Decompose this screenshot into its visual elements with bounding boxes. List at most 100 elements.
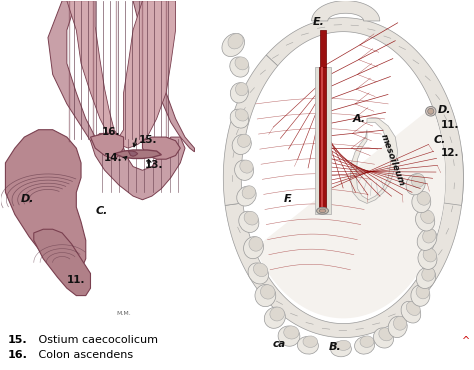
Polygon shape — [143, 137, 180, 159]
Ellipse shape — [360, 336, 374, 347]
Ellipse shape — [416, 210, 435, 231]
Ellipse shape — [417, 229, 437, 250]
Ellipse shape — [270, 307, 284, 321]
Ellipse shape — [426, 107, 436, 116]
Text: ^: ^ — [462, 336, 470, 346]
Polygon shape — [91, 134, 124, 159]
Ellipse shape — [336, 340, 351, 350]
Ellipse shape — [374, 328, 393, 348]
Ellipse shape — [428, 108, 434, 114]
Ellipse shape — [416, 285, 429, 299]
Text: 15.: 15. — [8, 335, 27, 345]
Ellipse shape — [417, 191, 430, 205]
Ellipse shape — [242, 186, 255, 199]
Polygon shape — [133, 1, 194, 152]
Ellipse shape — [379, 328, 393, 341]
Text: B.: B. — [329, 342, 342, 352]
Polygon shape — [34, 229, 91, 296]
Ellipse shape — [255, 285, 276, 307]
Polygon shape — [223, 55, 278, 205]
Text: 16.: 16. — [8, 350, 27, 360]
Text: mesoileum: mesoileum — [379, 132, 406, 187]
Ellipse shape — [244, 211, 258, 225]
Polygon shape — [48, 1, 105, 152]
Polygon shape — [91, 134, 185, 200]
Ellipse shape — [237, 186, 256, 206]
Text: Ostium caecocolicum: Ostium caecocolicum — [35, 335, 158, 345]
Text: 11.: 11. — [441, 120, 460, 130]
Ellipse shape — [264, 307, 285, 328]
Text: F.: F. — [283, 194, 292, 204]
Text: 15.: 15. — [139, 135, 157, 145]
Ellipse shape — [411, 285, 430, 306]
Ellipse shape — [422, 267, 435, 281]
Ellipse shape — [260, 285, 275, 299]
Text: C.: C. — [95, 206, 108, 216]
Polygon shape — [67, 1, 175, 148]
Text: 14.: 14. — [104, 153, 122, 163]
Ellipse shape — [239, 211, 259, 232]
Ellipse shape — [330, 341, 351, 357]
Polygon shape — [218, 1, 474, 351]
Text: E.: E. — [313, 17, 325, 27]
Ellipse shape — [319, 209, 326, 213]
Ellipse shape — [244, 237, 264, 259]
Ellipse shape — [236, 83, 248, 96]
Ellipse shape — [230, 57, 249, 77]
Polygon shape — [266, 18, 464, 205]
Ellipse shape — [254, 263, 268, 276]
Ellipse shape — [232, 134, 251, 155]
Ellipse shape — [237, 134, 251, 147]
Polygon shape — [225, 150, 464, 337]
Ellipse shape — [393, 316, 407, 330]
Text: 12.: 12. — [441, 148, 460, 158]
Ellipse shape — [235, 160, 254, 180]
Ellipse shape — [388, 316, 407, 337]
Ellipse shape — [406, 302, 420, 316]
Ellipse shape — [401, 301, 421, 323]
Text: 11.: 11. — [67, 275, 85, 285]
Ellipse shape — [249, 237, 263, 251]
Ellipse shape — [284, 326, 299, 339]
Polygon shape — [319, 30, 326, 67]
Ellipse shape — [423, 229, 436, 243]
Polygon shape — [128, 151, 138, 156]
Text: D.: D. — [20, 194, 34, 204]
Polygon shape — [320, 67, 322, 211]
Text: C.: C. — [434, 135, 447, 145]
Text: 13.: 13. — [145, 161, 164, 171]
Ellipse shape — [423, 248, 437, 262]
Ellipse shape — [235, 57, 248, 70]
Ellipse shape — [228, 34, 243, 49]
Ellipse shape — [230, 83, 248, 103]
Ellipse shape — [411, 174, 425, 188]
Polygon shape — [319, 67, 326, 211]
Text: Colon ascendens: Colon ascendens — [35, 350, 133, 360]
Ellipse shape — [420, 210, 434, 223]
Polygon shape — [311, 1, 380, 21]
Ellipse shape — [222, 33, 245, 57]
Polygon shape — [114, 150, 161, 158]
Polygon shape — [5, 130, 86, 273]
Text: D.: D. — [438, 105, 451, 115]
Text: A.: A. — [353, 114, 366, 124]
Ellipse shape — [240, 160, 253, 173]
Ellipse shape — [235, 109, 248, 121]
Text: 16.: 16. — [102, 127, 121, 137]
Polygon shape — [315, 67, 330, 215]
Ellipse shape — [278, 326, 300, 346]
Ellipse shape — [418, 248, 437, 269]
Ellipse shape — [417, 267, 436, 289]
Ellipse shape — [303, 336, 318, 347]
Text: ca: ca — [273, 339, 285, 349]
Polygon shape — [0, 1, 209, 325]
Ellipse shape — [317, 208, 328, 214]
Ellipse shape — [406, 174, 425, 195]
Polygon shape — [350, 119, 398, 204]
Ellipse shape — [230, 109, 248, 128]
Text: M.M.: M.M. — [117, 311, 131, 316]
Polygon shape — [255, 107, 446, 318]
Ellipse shape — [355, 337, 374, 354]
Ellipse shape — [297, 337, 319, 354]
Ellipse shape — [248, 263, 268, 284]
